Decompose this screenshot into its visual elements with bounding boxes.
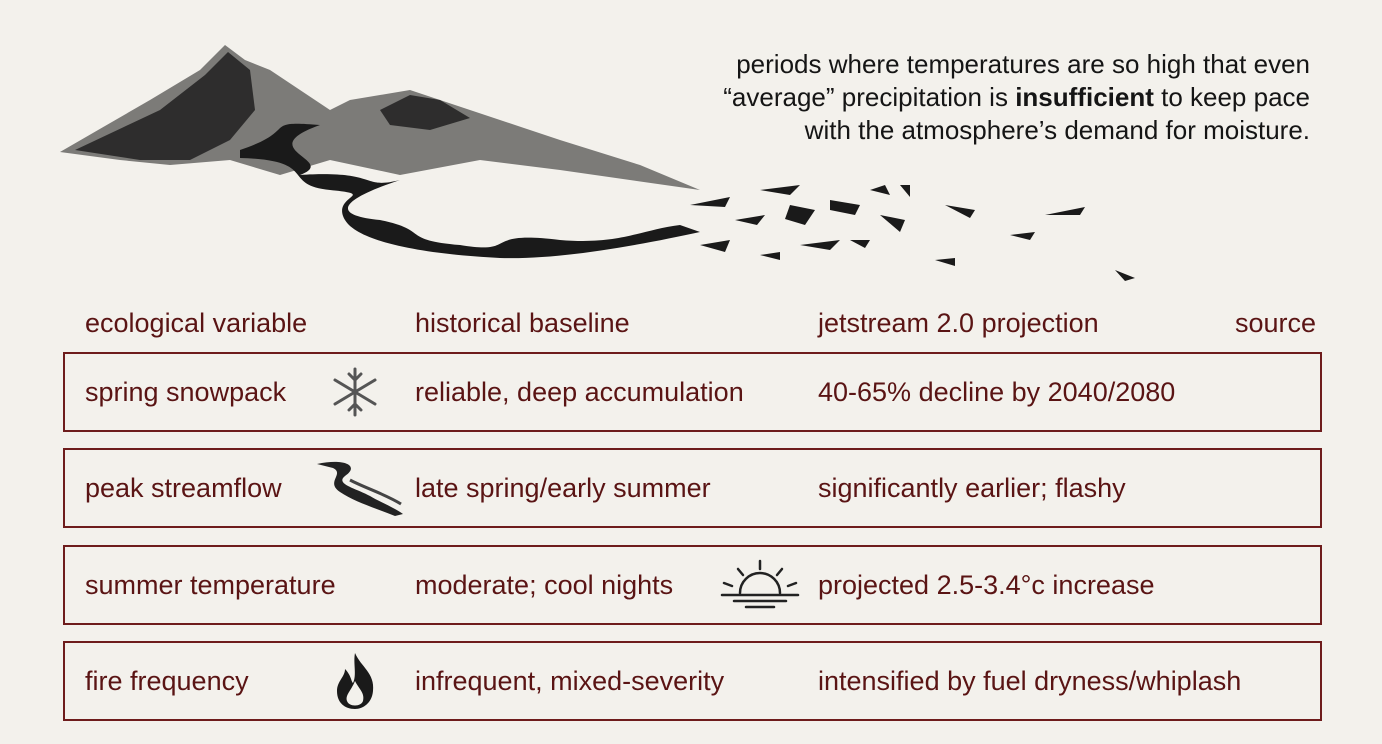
table-row: fire frequency infrequent, mixed-severity… [63, 641, 1322, 721]
table-row: spring snowpack reliable, deep accumulati… [63, 352, 1322, 432]
intro: periods where temperatures are so high t… [723, 48, 1310, 147]
page: Ecological variables {"intro": {"line_1"… [0, 0, 1382, 744]
river-icon [315, 458, 405, 518]
column-header: source [1235, 308, 1316, 339]
sunset-icon [720, 559, 800, 613]
table-row: peak streamflow late spring/early summer s… [63, 448, 1322, 528]
table-cell: peak streamflow [85, 450, 282, 526]
table-cell: spring snowpack [85, 354, 286, 430]
body: periods where temperatures are so high t… [0, 0, 1382, 744]
table-cell: projected 2.5-3.4°c increase [818, 547, 1155, 623]
table-cell: infrequent, mixed-severity [415, 643, 724, 719]
intro-line: with the atmosphere’s demand for moistur… [723, 114, 1310, 147]
fire-icon [333, 651, 377, 711]
intro-text: to keep pace [1161, 82, 1310, 112]
column-header: historical baseline [415, 308, 630, 339]
table-cell: fire frequency [85, 643, 249, 719]
intro-text: “average” precipitation is [723, 82, 1008, 112]
table-cell: intensified by fuel dryness/whiplash [818, 643, 1241, 719]
table-row: summer temperature moderate; cool nights p… [63, 545, 1322, 625]
column-header: ecological variable [85, 308, 307, 339]
table-cell: significantly earlier; flashy [818, 450, 1126, 526]
table-cell: moderate; cool nights [415, 547, 673, 623]
table-cell: late spring/early summer [415, 450, 711, 526]
snowflake-icon [330, 366, 380, 418]
table-cell: 40-65% decline by 2040/2080 [818, 354, 1175, 430]
intro-line: periods where temperatures are so high t… [723, 48, 1310, 81]
ink-landscape [0, 0, 1382, 300]
table-cell: summer temperature [85, 547, 336, 623]
intro-emphasis: insufficient [1015, 82, 1154, 112]
table-cell: reliable, deep accumulation [415, 354, 744, 430]
column-header: jetstream 2.0 projection [818, 308, 1099, 339]
intro-line: “average” precipitation is insufficient … [723, 81, 1310, 114]
